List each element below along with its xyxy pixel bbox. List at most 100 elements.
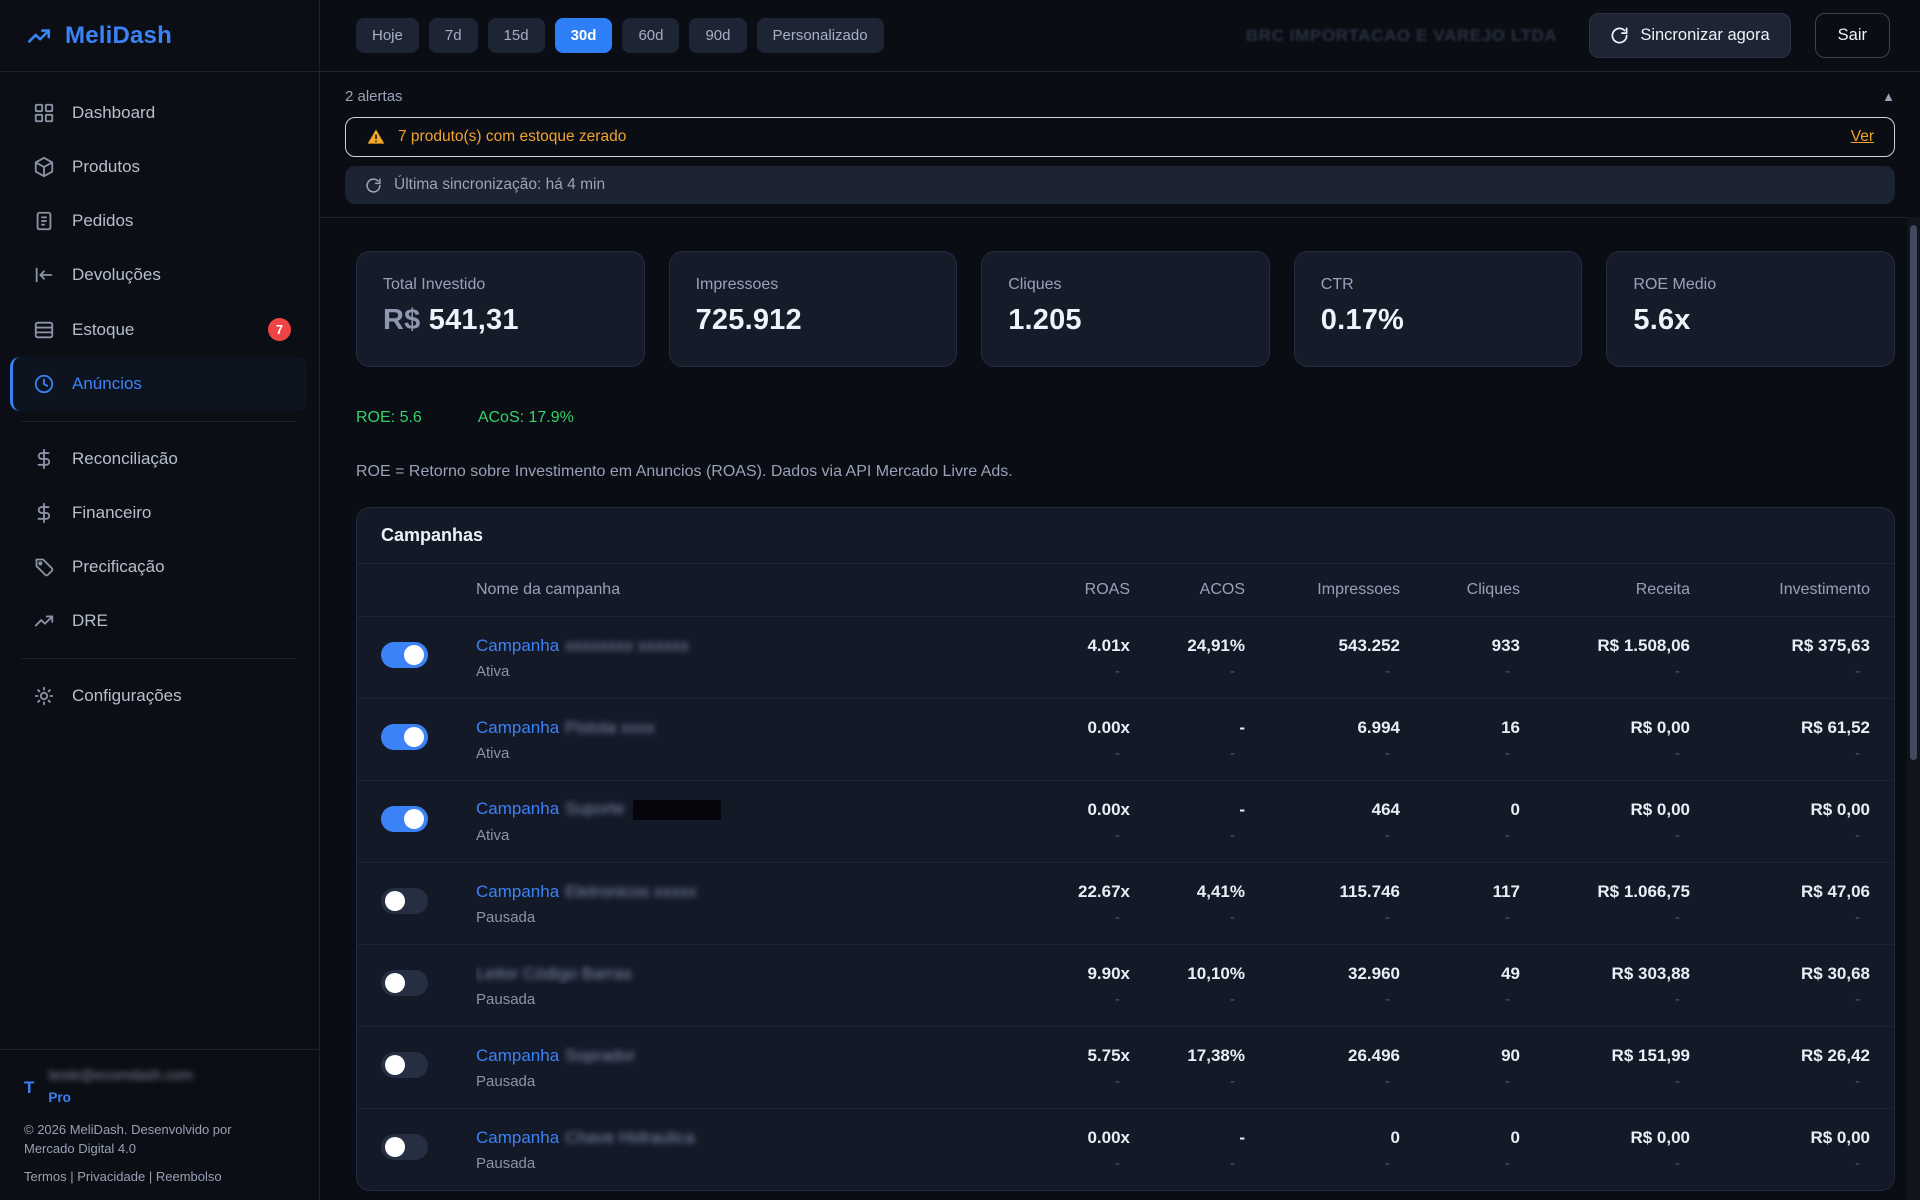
sidebar-footer: T teste@ecomdash.com Pro © 2026 MeliDash…	[0, 1049, 319, 1200]
sidebar-item-devolucoes[interactable]: Devoluções	[10, 248, 307, 302]
content: Total Investido R$ 541,31 Impressoes 725…	[320, 218, 1920, 1200]
alerts-section: 2 alertas ▲ 7 produto(s) com estoque zer…	[320, 72, 1920, 218]
kpi-label: ROE Medio	[1633, 276, 1717, 293]
scrollbar-thumb[interactable]	[1910, 225, 1917, 760]
sidebar-item-label: Anúncios	[72, 374, 142, 393]
redaction-box	[632, 799, 721, 820]
sidebar-item-produtos[interactable]: Produtos	[10, 140, 307, 194]
kpi-value: 5.6x	[1633, 304, 1691, 336]
clicks-cell: 0-	[1505, 799, 1520, 844]
sidebar-item-pedidos[interactable]: Pedidos	[10, 194, 307, 248]
sync-now-button[interactable]: Sincronizar agora	[1589, 13, 1791, 58]
investment-cell: R$ 30,68-	[1801, 963, 1870, 1008]
refresh-icon	[365, 177, 382, 194]
sidebar-item-precificacao[interactable]: Precificação	[10, 540, 307, 594]
campaign-name-link[interactable]: Campanha	[476, 799, 560, 819]
campaign-name-link[interactable]: Campanha	[476, 635, 560, 655]
filter-chip[interactable]: 90d	[689, 18, 747, 53]
campaign-name-link[interactable]: Campanha	[476, 1127, 560, 1147]
kpi-total-investido: Total Investido R$ 541,31	[356, 251, 645, 367]
campaign-toggle[interactable]	[381, 806, 428, 832]
table-row: Campanha Chave Hidraulica Pausada 0.00x - …	[357, 1108, 1894, 1190]
campaign-status: Ativa	[476, 826, 510, 844]
filter-chip[interactable]: 60d	[622, 18, 680, 53]
filter-chip[interactable]: Personalizado	[756, 18, 884, 53]
sidebar-item-label: Precificação	[72, 557, 165, 576]
campaign-toggle[interactable]	[381, 1052, 428, 1078]
sidebar-item-label: Pedidos	[72, 211, 134, 230]
sidebar-nav: Dashboard Produtos Pedidos Devoluções	[0, 72, 319, 1049]
sidebar-item-dre[interactable]: DRE	[10, 594, 307, 648]
plan-badge: Pro	[48, 1090, 71, 1106]
sidebar-item-label: Reconciliação	[72, 449, 178, 468]
sidebar-item-reconciliacao[interactable]: Reconciliação	[10, 432, 307, 486]
collapse-alerts-icon[interactable]: ▲	[1882, 89, 1895, 104]
col-investimento: Investimento	[1779, 581, 1870, 598]
avatar: T	[24, 1078, 35, 1098]
campaign-status: Ativa	[476, 662, 510, 680]
campaign-toggle[interactable]	[381, 970, 428, 996]
filter-chip[interactable]: 7d	[428, 18, 478, 53]
clicks-cell: 49-	[1501, 963, 1520, 1008]
investment-cell: R$ 0,00-	[1810, 799, 1870, 844]
logout-button[interactable]: Sair	[1814, 13, 1890, 58]
acos-cell: 4,41% -	[1196, 881, 1245, 926]
kpi-value: 0.17%	[1320, 304, 1405, 336]
stock-alert-text: 7 produto(s) com estoque zerado	[398, 128, 627, 145]
acos-cell: --	[1230, 799, 1245, 844]
col-receita: Receita	[1635, 581, 1690, 598]
stock-alert-badge: 7	[268, 318, 291, 341]
kpi-cliques: Cliques 1.205	[981, 251, 1270, 367]
stock-alert-banner: 7 produto(s) com estoque zerado Ver	[345, 117, 1895, 157]
roe-value: ROE: 5.6	[356, 409, 422, 426]
app-title: MeliDash	[65, 21, 172, 49]
divider	[22, 421, 297, 422]
sidebar-item-anuncios[interactable]: Anúncios	[10, 357, 307, 411]
filter-chip[interactable]: 15d	[487, 18, 545, 53]
impressions-cell: 115.746-	[1339, 881, 1400, 926]
revenue-cell: R$ 1.066,75-	[1597, 881, 1690, 926]
filter-chip[interactable]: Hoje	[356, 18, 419, 53]
scrollbar-track	[1907, 217, 1920, 1200]
redacted-text: Chave Hidraulica	[565, 1127, 695, 1147]
copyright: © 2026 MeliDash. Desenvolvido por Mercad…	[24, 1122, 232, 1157]
campaign-name-link[interactable]: Campanha	[476, 881, 560, 901]
sidebar-item-label: Devoluções	[72, 265, 161, 284]
privacy-link[interactable]: Privacidade	[77, 1169, 146, 1184]
roas-cell: 9.90x -	[1087, 963, 1130, 1008]
refund-link[interactable]: Reembolso	[155, 1169, 222, 1184]
campaign-toggle[interactable]	[381, 642, 428, 668]
view-alert-link[interactable]: Ver	[1850, 128, 1874, 145]
campaign-toggle[interactable]	[381, 724, 428, 750]
impressions-cell: 0-	[1385, 1127, 1400, 1172]
clicks-cell: 16-	[1501, 717, 1520, 762]
roas-cell: 4.01x -	[1087, 635, 1130, 680]
terms-link[interactable]: Termos	[24, 1169, 67, 1184]
kpi-roe-medio: ROE Medio 5.6x	[1606, 251, 1895, 367]
col-acos: ACOS	[1199, 581, 1245, 598]
sidebar-item-financeiro[interactable]: Financeiro	[10, 486, 307, 540]
sidebar-item-estoque[interactable]: Estoque 7	[10, 302, 307, 357]
impressions-cell: 6.994-	[1357, 717, 1400, 762]
sidebar-item-dashboard[interactable]: Dashboard	[10, 86, 307, 140]
currency-prefix: R$	[383, 304, 421, 336]
roas-cell: 0.00x -	[1087, 799, 1130, 844]
campaign-status: Pausada	[476, 908, 536, 926]
campaign-name-link[interactable]: Campanha	[476, 717, 560, 737]
redacted-text: Eletronicos xxxxx	[565, 881, 697, 901]
acos-cell: --	[1230, 1127, 1245, 1172]
campaign-toggle[interactable]	[381, 1134, 428, 1160]
table-row: Leitor Código Barras Pausada 9.90x - 10,1…	[357, 944, 1894, 1026]
table-row: Campanha xxxxxxxx xxxxxx Ativa 4.01x - 24,…	[357, 616, 1894, 698]
sidebar-item-label: Estoque	[72, 319, 135, 339]
campaign-status: Pausada	[476, 990, 536, 1008]
col-roas: ROAS	[1084, 581, 1130, 598]
redacted-text: Suporte	[565, 799, 625, 819]
sidebar-item-configuracoes[interactable]: Configurações	[10, 669, 307, 723]
campaign-status: Pausada	[476, 1154, 536, 1172]
filter-chip[interactable]: 30d	[554, 18, 613, 53]
campaign-toggle[interactable]	[381, 888, 428, 914]
campaign-name-link[interactable]: Campanha	[476, 1045, 560, 1065]
grid-icon	[33, 102, 55, 124]
